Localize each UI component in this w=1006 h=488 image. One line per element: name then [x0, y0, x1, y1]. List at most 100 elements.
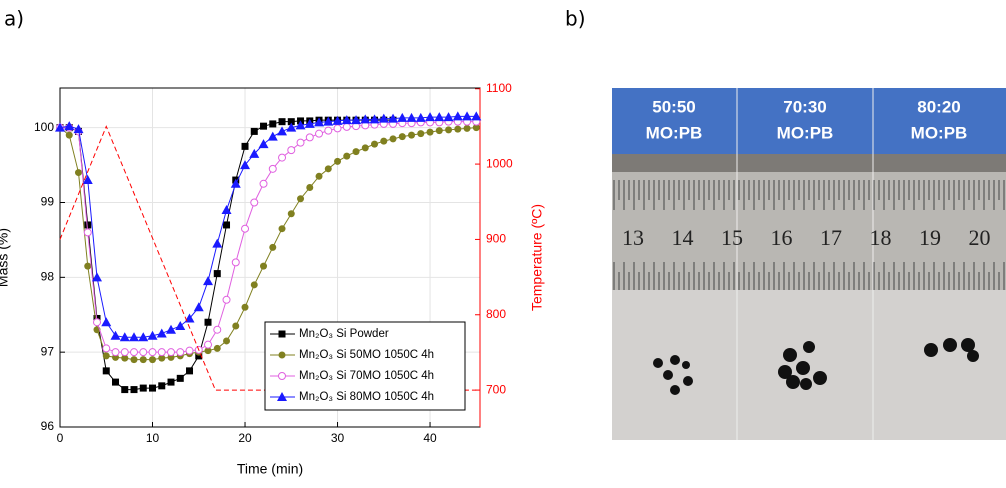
marker [406, 112, 417, 122]
x-tick-label: 40 [423, 431, 437, 445]
marker [64, 121, 75, 131]
marker [462, 111, 473, 121]
y2-tick-label: 900 [486, 232, 506, 246]
marker [65, 131, 73, 139]
y2-tick-label: 1000 [486, 156, 513, 170]
marker [185, 346, 194, 355]
marker [158, 354, 166, 362]
marker [287, 118, 295, 126]
marker [260, 122, 268, 130]
ruler-number: 20 [969, 225, 991, 250]
marker [472, 124, 480, 132]
marker [305, 133, 314, 142]
marker [130, 348, 139, 357]
marker [240, 160, 251, 170]
legend-box [264, 321, 466, 411]
marker [55, 122, 65, 132]
marker [260, 262, 268, 270]
marker [306, 184, 314, 192]
marker [277, 392, 287, 401]
marker [278, 330, 286, 338]
marker [156, 328, 167, 338]
marker [167, 348, 176, 357]
marker [75, 169, 83, 177]
marker [130, 386, 138, 394]
marker [213, 325, 222, 334]
marker [315, 172, 323, 180]
marker [380, 137, 388, 145]
marker [138, 332, 149, 342]
marker [111, 348, 120, 357]
marker [120, 348, 129, 357]
marker [110, 330, 121, 340]
x-tick-label: 10 [146, 431, 160, 445]
marker [324, 126, 333, 135]
marker [454, 125, 462, 133]
marker [425, 112, 436, 122]
y-tick-label: 98 [41, 270, 55, 284]
marker [286, 122, 297, 132]
x-tick-label: 0 [57, 431, 64, 445]
marker [175, 320, 186, 330]
marker [334, 157, 342, 165]
marker [83, 228, 92, 237]
marker [149, 356, 157, 364]
chart: 0 10 20 30 40 96 97 98 99 100 700 800 900 1000 1100 Tim… [0, 81, 545, 477]
marker [139, 384, 147, 392]
marker [147, 330, 158, 340]
marker [176, 374, 184, 382]
marker [323, 116, 334, 126]
marker [232, 322, 240, 330]
y-axis-label: Mass (%) [0, 228, 11, 287]
marker [212, 238, 223, 248]
marker [84, 262, 92, 270]
series-line [59, 115, 477, 338]
y2-tick-label: 700 [486, 382, 506, 396]
marker [166, 324, 177, 334]
x-tick-label: 20 [238, 431, 252, 445]
marker [278, 372, 286, 380]
marker [361, 144, 369, 152]
marker [332, 115, 343, 125]
photo: 50:50 MO:PB 70:30 MO:PB 80:20 MO:PB 13 14 15 16 17… [612, 88, 1006, 440]
marker [371, 140, 379, 148]
marker [258, 139, 269, 149]
ruler-number: 15 [721, 225, 743, 250]
marker [471, 111, 482, 121]
legend-label: Mn₂O₃ Si Powder [299, 328, 389, 340]
marker [102, 352, 110, 360]
legend-label: Mn₂O₃ Si 80MO 1050C 4h [299, 391, 434, 403]
marker [121, 386, 129, 394]
marker [193, 302, 204, 312]
x-axis-label: Time (min) [237, 461, 303, 477]
marker [204, 340, 213, 349]
ruler-number: 13 [622, 225, 644, 250]
marker [360, 114, 371, 124]
marker [277, 126, 288, 136]
marker [102, 367, 110, 375]
marker [223, 337, 231, 345]
marker [314, 117, 325, 127]
marker [341, 115, 352, 125]
ruler-number: 14 [672, 225, 694, 250]
photo-header-label: 80:20 [917, 97, 960, 116]
marker [463, 124, 471, 132]
legend-label: Mn₂O₃ Si 50MO 1050C 4h [299, 349, 434, 361]
marker [149, 384, 157, 392]
y-tick-label: 100 [34, 120, 54, 134]
ruler-number: 18 [870, 225, 892, 250]
marker [92, 272, 103, 282]
marker [278, 351, 286, 359]
marker [73, 124, 84, 134]
pellets [653, 338, 979, 395]
series-line [60, 121, 477, 353]
marker [223, 221, 231, 229]
photo-header-label: MO:PB [646, 123, 703, 142]
marker [351, 115, 362, 125]
marker [82, 175, 93, 185]
marker [269, 243, 277, 251]
y-tick-label: 99 [41, 195, 55, 209]
panel-label: b) [565, 7, 586, 31]
marker [241, 142, 249, 150]
marker [241, 303, 249, 311]
